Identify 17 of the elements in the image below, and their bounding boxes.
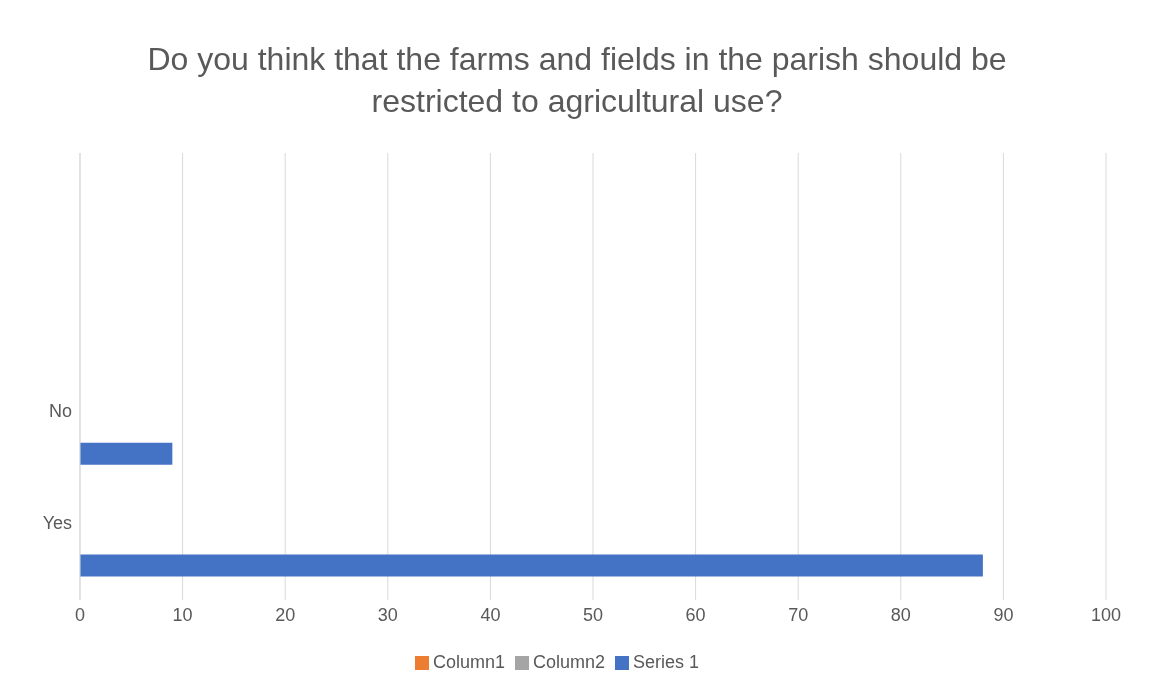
x-tick-label: 70 — [788, 604, 809, 625]
x-tick-label: 90 — [993, 604, 1014, 625]
x-tick-label: 60 — [685, 604, 706, 625]
x-tick-label: 0 — [74, 604, 86, 625]
legend-label: Column1 — [432, 652, 505, 672]
x-tick-label: 50 — [582, 604, 604, 625]
x-tick-label: 20 — [275, 604, 296, 625]
legend-label: Series 1 — [633, 652, 700, 672]
x-tick-label: 30 — [377, 604, 398, 625]
legend-label: Column2 — [532, 652, 606, 672]
x-tick-label: 40 — [480, 604, 501, 625]
y-tick-label: Yes — [42, 512, 72, 533]
y-tick-label: No — [48, 400, 72, 421]
chart-title: Do you think that the farms and fields in the parish should be restricted to agricultural use? — [146, 40, 1008, 121]
x-tick-label: 80 — [890, 604, 911, 625]
x-tick-label: 10 — [172, 604, 193, 625]
x-tick-label: 100 — [1090, 604, 1122, 625]
